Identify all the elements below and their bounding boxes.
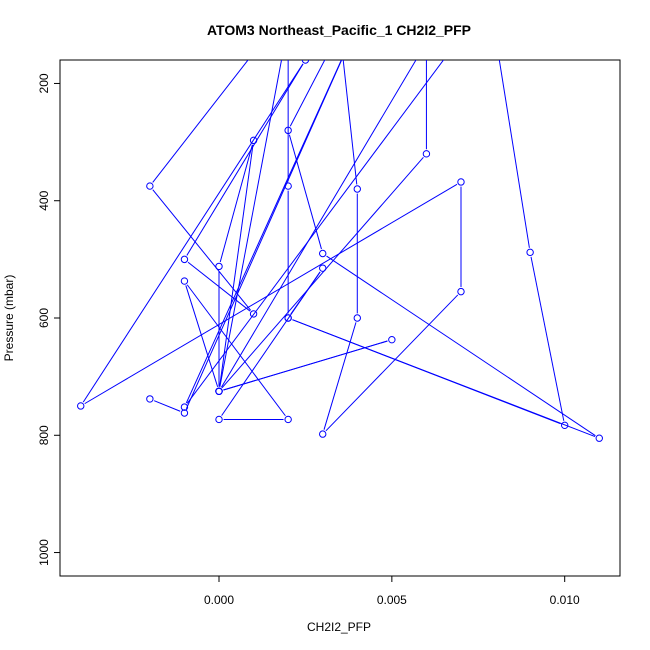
series-segment — [325, 294, 459, 432]
data-point — [146, 182, 154, 190]
data-point — [284, 314, 292, 322]
y-tick-label: 400 — [37, 190, 51, 210]
data-point — [284, 415, 292, 424]
series-markers — [77, 33, 603, 442]
data-point — [180, 277, 189, 285]
y-axis: 200 400 600 800 1000 — [37, 73, 61, 566]
series-segment — [84, 183, 458, 405]
data-point — [215, 262, 223, 271]
data-point — [180, 255, 189, 264]
data-point — [388, 335, 396, 344]
data-point — [180, 403, 189, 411]
series-segment — [82, 63, 304, 403]
series-segment — [152, 189, 252, 311]
series-segment — [219, 144, 253, 263]
data-point — [180, 409, 189, 417]
series-segment — [185, 285, 219, 388]
series-segment — [223, 340, 388, 391]
series-segment — [219, 60, 283, 387]
data-point — [457, 178, 465, 186]
series-segment — [530, 256, 565, 421]
data-point — [77, 402, 85, 410]
data-point — [422, 150, 431, 158]
x-tick-label: 0.010 — [550, 593, 580, 607]
data-point — [284, 182, 292, 190]
series-lines — [82, 60, 596, 438]
x-tick-label: 0.000 — [204, 593, 234, 607]
data-point — [457, 287, 465, 296]
series-segment — [326, 255, 596, 437]
data-point — [595, 434, 603, 442]
y-axis-label: Pressure (mbar) — [2, 275, 16, 362]
plot-frame — [59, 59, 621, 577]
y-tick-label: 1000 — [37, 539, 51, 566]
data-point — [353, 185, 361, 193]
data-point — [249, 136, 258, 145]
series-segment — [185, 60, 343, 409]
data-point — [215, 415, 223, 424]
series-segment — [153, 400, 181, 412]
x-axis-label: CH2I2_PFP — [307, 620, 371, 634]
data-point — [353, 314, 361, 322]
x-tick-label: 0.005 — [377, 593, 407, 607]
data-point — [492, 33, 498, 39]
y-tick-label: 200 — [37, 73, 51, 93]
series-segment — [288, 134, 322, 250]
data-point — [560, 421, 569, 430]
series-segment — [290, 271, 321, 315]
data-point — [319, 249, 327, 258]
data-point — [146, 395, 154, 403]
series-segment — [498, 60, 530, 248]
series-segment — [221, 156, 424, 389]
x-axis: 0.000 0.005 0.010 — [204, 575, 580, 607]
y-tick-label: 600 — [37, 308, 51, 328]
data-point — [215, 387, 223, 395]
series-segment — [289, 60, 326, 127]
series-segment — [186, 284, 286, 417]
series-segment — [342, 60, 358, 185]
data-point — [249, 310, 258, 318]
y-tick-label: 800 — [37, 425, 51, 445]
series-segment — [220, 60, 417, 388]
data-point — [319, 430, 327, 438]
series-segment — [323, 322, 357, 430]
series-segment — [186, 63, 304, 256]
data-point — [284, 126, 292, 135]
series-segment — [292, 319, 561, 425]
data-point — [301, 60, 310, 64]
series-segment — [152, 60, 249, 183]
data-point — [319, 264, 327, 272]
data-point — [526, 248, 534, 257]
chart-title: ATOM3 Northeast_Pacific_1 CH2I2_PFP — [207, 22, 471, 38]
series-segment — [219, 144, 254, 387]
data-point — [423, 39, 429, 45]
series-segment — [186, 60, 445, 404]
